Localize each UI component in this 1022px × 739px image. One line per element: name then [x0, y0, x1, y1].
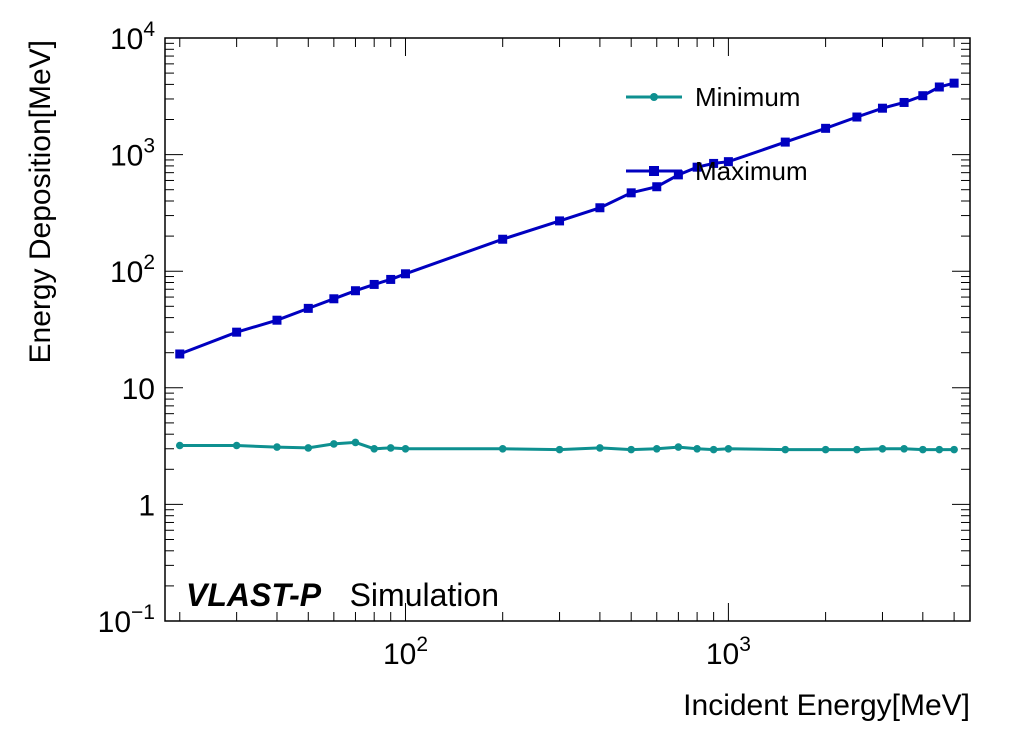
y-tick-label: 1: [138, 489, 155, 522]
data-point-maximum: [555, 216, 565, 226]
data-point-maximum: [780, 137, 790, 147]
y-axis-title: Energy Deposition[MeV]: [24, 40, 57, 364]
data-point-maximum: [232, 327, 242, 337]
data-point-minimum: [878, 444, 887, 453]
data-point-maximum: [709, 158, 719, 168]
data-point-minimum: [674, 443, 683, 451]
data-point-maximum: [175, 349, 185, 359]
data-point-maximum: [949, 78, 959, 88]
y-tick-label: 104: [110, 18, 155, 56]
series-line-minimum: [179, 440, 955, 452]
data-point-maximum: [595, 203, 605, 213]
data-point-maximum: [652, 182, 662, 192]
data-point-minimum: [900, 444, 908, 453]
data-point-minimum: [330, 440, 338, 448]
data-point-maximum: [329, 294, 339, 304]
data-point-maximum: [723, 157, 733, 167]
series-line-maximum: [179, 81, 955, 356]
legend-label-maximum: Maximum: [695, 156, 808, 186]
data-point-minimum: [232, 441, 241, 450]
y-tick-label: 10: [122, 373, 155, 406]
legend-marker-maximum: [649, 166, 659, 176]
x-tick-label: 103: [706, 633, 751, 671]
x-tick-label: 102: [383, 633, 428, 671]
y-tick-label: 103: [110, 135, 155, 173]
simulation-label: Simulation: [350, 577, 499, 613]
data-point-minimum: [652, 444, 661, 453]
data-point-minimum: [950, 445, 958, 454]
experiment-name: VLAST-P: [186, 577, 322, 613]
x-axis-title: Incident Energy[MeV]: [683, 689, 970, 722]
data-point-maximum: [692, 162, 702, 172]
legend-label-minimum: Minimum: [695, 82, 800, 112]
data-point-minimum: [693, 444, 701, 453]
data-point-minimum: [401, 444, 410, 453]
data-point-minimum: [935, 445, 944, 454]
legend-marker-minimum: [650, 93, 658, 101]
data-point-maximum: [626, 188, 636, 198]
data-point-maximum: [400, 269, 410, 279]
data-point-minimum: [386, 444, 395, 452]
data-point-minimum: [273, 443, 281, 451]
axis-ticks: [165, 37, 970, 622]
data-point-maximum: [272, 315, 282, 325]
data-point-minimum: [175, 441, 184, 450]
data-point-maximum: [303, 303, 313, 313]
data-point-minimum: [351, 438, 360, 447]
series-layer: [175, 78, 959, 454]
data-point-maximum: [673, 170, 683, 180]
data-point-maximum: [918, 91, 928, 101]
data-point-maximum: [498, 234, 508, 244]
data-point-maximum: [386, 274, 396, 284]
tick-labels: 10−1 1 10 102 103 104 102 103: [98, 18, 751, 671]
y-tick-label: 102: [110, 251, 155, 289]
data-point-maximum: [877, 103, 887, 113]
data-point-minimum: [555, 445, 564, 454]
data-point-maximum: [899, 97, 909, 107]
data-point-minimum: [498, 444, 507, 453]
y-tick-label: 10−1: [98, 601, 155, 639]
plot-frame: [164, 37, 971, 622]
data-point-minimum: [724, 444, 733, 453]
data-point-minimum: [853, 445, 861, 454]
data-point-minimum: [627, 445, 635, 454]
data-point-minimum: [781, 445, 790, 454]
data-point-maximum: [369, 279, 379, 289]
data-point-maximum: [852, 112, 862, 122]
data-point-minimum: [596, 444, 604, 452]
legend: Minimum Maximum: [626, 82, 808, 186]
data-point-maximum: [350, 286, 360, 296]
data-point-minimum: [821, 445, 830, 454]
data-point-minimum: [919, 445, 927, 454]
experiment-label: VLAST-P Simulation: [186, 577, 499, 613]
data-point-maximum: [821, 123, 831, 133]
data-point-minimum: [370, 444, 378, 453]
data-point-minimum: [709, 445, 718, 454]
data-point-maximum: [934, 82, 944, 92]
data-point-minimum: [304, 444, 313, 452]
